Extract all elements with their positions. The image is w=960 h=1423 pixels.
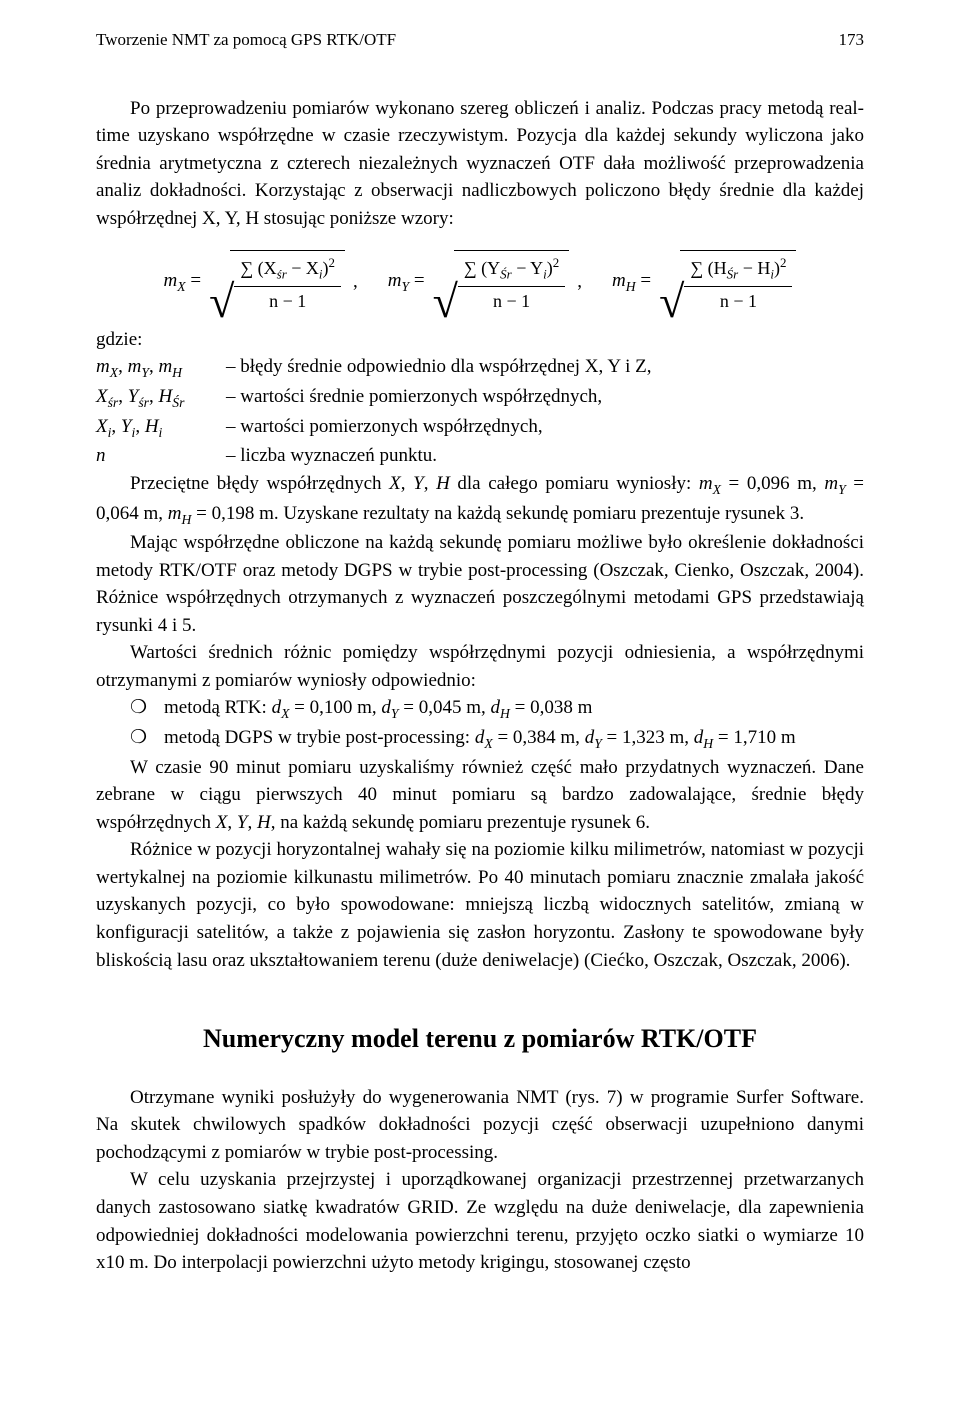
- where-block: gdzie: mX, mY, mH– błędy średnie odpowie…: [96, 326, 864, 470]
- sep-2: ,: [577, 268, 582, 296]
- where-desc: – wartości pomierzonych współrzędnych,: [226, 413, 864, 443]
- where-row: mX, mY, mH– błędy średnie odpowiednio dl…: [96, 353, 864, 383]
- where-symbol: mX, mY, mH: [96, 353, 226, 383]
- paragraph-5: W czasie 90 minut pomiaru uzyskaliśmy ró…: [96, 754, 864, 837]
- where-row: Xśr, Yśr, HŚr– wartości średnie pomierzo…: [96, 383, 864, 413]
- my-lhs: mY =: [388, 267, 425, 297]
- bullet-icon: ❍: [130, 724, 164, 754]
- where-row: n– liczba wyznaczeń punktu.: [96, 442, 864, 470]
- list-item-2: ❍ metodą DGPS w trybie post-processing: …: [130, 724, 864, 754]
- where-desc: – liczba wyznaczeń punktu.: [226, 442, 864, 470]
- bullet-icon: ❍: [130, 694, 164, 724]
- paragraph-3: Mając współrzędne obliczone na każdą sek…: [96, 529, 864, 639]
- mh-lhs: mH =: [612, 267, 651, 297]
- paragraph-4: Wartości średnich różnic pomiędzy współr…: [96, 639, 864, 694]
- where-head: gdzie:: [96, 326, 864, 354]
- formula-row: mX = √ ∑ (Xśr − Xi)2 n − 1 , mY = √: [96, 250, 864, 313]
- mh-sqrt: √ ∑ (HŚr − Hi)2 n − 1: [659, 250, 796, 313]
- paragraph-2: Przeciętne błędy współrzędnych X, Y, H d…: [96, 470, 864, 529]
- where-desc: – wartości średnie pomierzonych współrzę…: [226, 383, 864, 413]
- formula-mh: mH = √ ∑ (HŚr − Hi)2 n − 1: [612, 250, 796, 313]
- where-symbol: Xi, Yi, Hi: [96, 413, 226, 443]
- list-item-1: ❍ metodą RTK: dX = 0,100 m, dY = 0,045 m…: [130, 694, 864, 724]
- section-title: Numeryczny model terenu z pomiarów RTK/O…: [96, 1020, 864, 1058]
- where-symbol: n: [96, 442, 226, 470]
- paragraph-6: Różnice w pozycji horyzontalnej wahały s…: [96, 836, 864, 974]
- mx-sqrt: √ ∑ (Xśr − Xi)2 n − 1: [209, 250, 345, 313]
- page-number: 173: [839, 28, 865, 53]
- running-title: Tworzenie NMT za pomocą GPS RTK/OTF: [96, 28, 396, 53]
- where-desc: – błędy średnie odpowiednio dla współrzę…: [226, 353, 864, 383]
- where-row: Xi, Yi, Hi– wartości pomierzonych współr…: [96, 413, 864, 443]
- list-item-1-text: metodą RTK: dX = 0,100 m, dY = 0,045 m, …: [164, 694, 592, 724]
- where-symbol: Xśr, Yśr, HŚr: [96, 383, 226, 413]
- running-head: Tworzenie NMT za pomocą GPS RTK/OTF 173: [96, 28, 864, 53]
- page: Tworzenie NMT za pomocą GPS RTK/OTF 173 …: [0, 0, 960, 1337]
- paragraph-7: Otrzymane wyniki posłużyły do wygenerowa…: [96, 1084, 864, 1167]
- my-sqrt: √ ∑ (YŚr − Yi)2 n − 1: [433, 250, 570, 313]
- paragraph-8: W celu uzyskania przejrzystej i uporządk…: [96, 1166, 864, 1276]
- formula-mx: mX = √ ∑ (Xśr − Xi)2 n − 1 ,: [164, 250, 358, 313]
- paragraph-1: Po przeprowadzeniu pomiarów wykonano sze…: [96, 95, 864, 233]
- formula-my: mY = √ ∑ (YŚr − Yi)2 n − 1 ,: [388, 250, 582, 313]
- list-item-2-text: metodą DGPS w trybie post-processing: dX…: [164, 724, 796, 754]
- mx-lhs: mX =: [164, 267, 202, 297]
- sep-1: ,: [353, 268, 358, 296]
